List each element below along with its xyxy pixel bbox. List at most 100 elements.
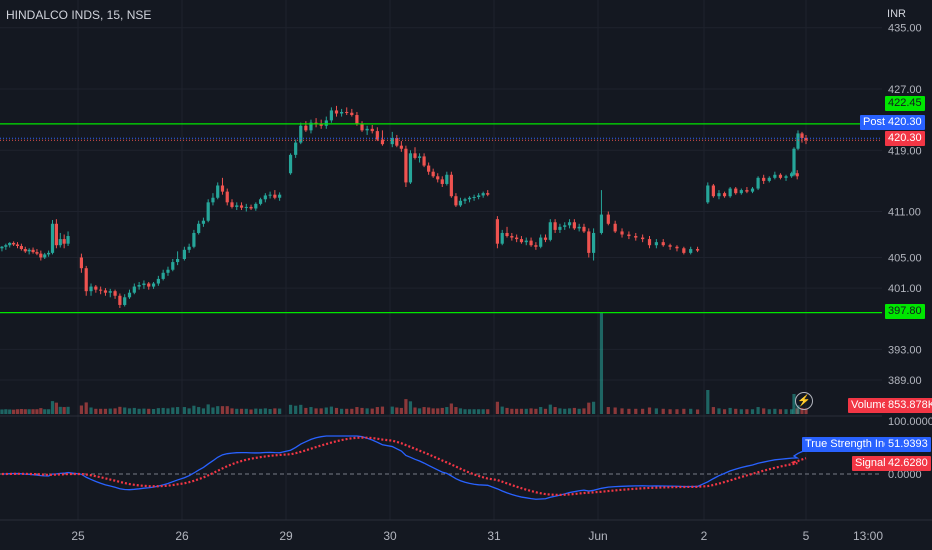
candle-body — [380, 139, 385, 145]
candle-body — [399, 145, 403, 149]
volume-bar — [422, 407, 426, 414]
price-tick-label: 401.00 — [888, 283, 922, 295]
volume-bar — [587, 402, 591, 414]
volume-bar — [50, 401, 55, 414]
volume-bar — [365, 408, 369, 414]
time-axis: 25 26 29 30 31 Jun 2 5 13:00 — [0, 519, 932, 543]
candle-body — [661, 242, 665, 246]
volume-bar — [440, 407, 444, 414]
candle-body — [171, 262, 175, 270]
volume-bar — [599, 312, 604, 414]
volume-bar — [689, 408, 693, 414]
candle-body — [340, 111, 344, 114]
volume-bar — [534, 408, 538, 414]
candle-body — [548, 222, 552, 240]
volume-bar — [417, 408, 422, 414]
candle-body — [278, 194, 282, 198]
volume-bar — [127, 408, 132, 414]
volume-bar — [360, 407, 364, 414]
volume-bar — [375, 407, 379, 414]
candle-body — [553, 222, 557, 230]
volume-bar — [254, 408, 258, 414]
volume-bar — [201, 408, 206, 414]
candle-body — [355, 115, 359, 125]
candle-body — [58, 239, 62, 246]
volume-bar — [577, 408, 581, 414]
volume-bar — [722, 409, 727, 414]
candle-body — [472, 196, 476, 198]
candle-body — [577, 226, 581, 229]
volume-bar — [192, 405, 196, 414]
volume-bar — [142, 408, 146, 414]
candle-body — [792, 148, 796, 175]
time-tick-label: 30 — [383, 529, 397, 543]
volume-bar — [519, 408, 524, 414]
candle-body — [534, 245, 538, 247]
candle-body — [529, 240, 533, 246]
candle-body — [467, 197, 472, 200]
volume-bar — [151, 409, 156, 414]
volume-bar — [31, 409, 35, 414]
candle-body — [99, 289, 103, 291]
candle-body — [319, 124, 323, 126]
lightning-icon[interactable]: ⚡ — [795, 392, 813, 410]
volume-bar — [268, 409, 272, 414]
candle-body — [495, 219, 500, 244]
candle-body — [127, 292, 132, 298]
volume-bar — [436, 408, 440, 414]
candle-body — [675, 246, 679, 249]
candle-body — [35, 252, 39, 254]
signal-value-tag: 42.6280 — [885, 456, 931, 471]
candle-body — [543, 237, 548, 240]
currency-label: INR — [887, 8, 906, 20]
volume-bar — [324, 407, 328, 414]
volume-bar — [767, 409, 771, 414]
volume-bar — [495, 401, 500, 414]
volume-bar — [4, 409, 8, 414]
volume-bar — [486, 409, 490, 414]
symbol-title[interactable]: HINDALCO INDS, 15, NSE — [6, 8, 152, 22]
candle-body — [39, 253, 43, 258]
volume-bar — [481, 409, 485, 414]
volume-bar — [118, 406, 122, 414]
volume-bar — [47, 409, 51, 414]
candle-body — [647, 239, 652, 246]
candle-body — [795, 173, 799, 177]
volume-bar — [99, 408, 103, 414]
candle-body — [345, 111, 349, 113]
price-tick-label: 393.00 — [888, 344, 922, 356]
candle-body — [294, 142, 298, 155]
price-tick-label: 427.00 — [888, 84, 922, 96]
candle-body — [408, 153, 413, 183]
tsi-label: True Strength Index — [802, 437, 905, 452]
candle-body — [395, 138, 399, 146]
volume-bar — [728, 407, 732, 414]
candle-body — [654, 242, 658, 246]
candle-body — [762, 177, 766, 181]
candle-body — [216, 185, 220, 198]
time-tick-label: Jun — [588, 529, 607, 543]
candle-body — [682, 248, 686, 253]
volume-bar — [239, 408, 244, 414]
volume-bar — [567, 408, 572, 414]
candle-body — [19, 245, 23, 250]
volume-bar — [15, 409, 20, 414]
candle-body — [613, 223, 617, 232]
volume-bar — [43, 409, 47, 414]
volume-bar — [309, 407, 313, 414]
candle-body — [454, 196, 458, 206]
candle-body — [440, 179, 444, 184]
volume-bar — [620, 408, 624, 414]
volume-bar — [778, 409, 783, 414]
candle-body — [54, 223, 58, 246]
volume-bar — [539, 407, 543, 414]
price-tick-label: 405.00 — [888, 252, 922, 264]
candle-body — [790, 173, 794, 177]
signal-label: Signal — [852, 456, 889, 471]
price-tick-label: 389.00 — [888, 375, 922, 387]
candle-body — [734, 188, 738, 194]
volume-bar — [370, 408, 374, 414]
volume-bar — [35, 409, 39, 414]
volume-bar — [668, 409, 672, 414]
